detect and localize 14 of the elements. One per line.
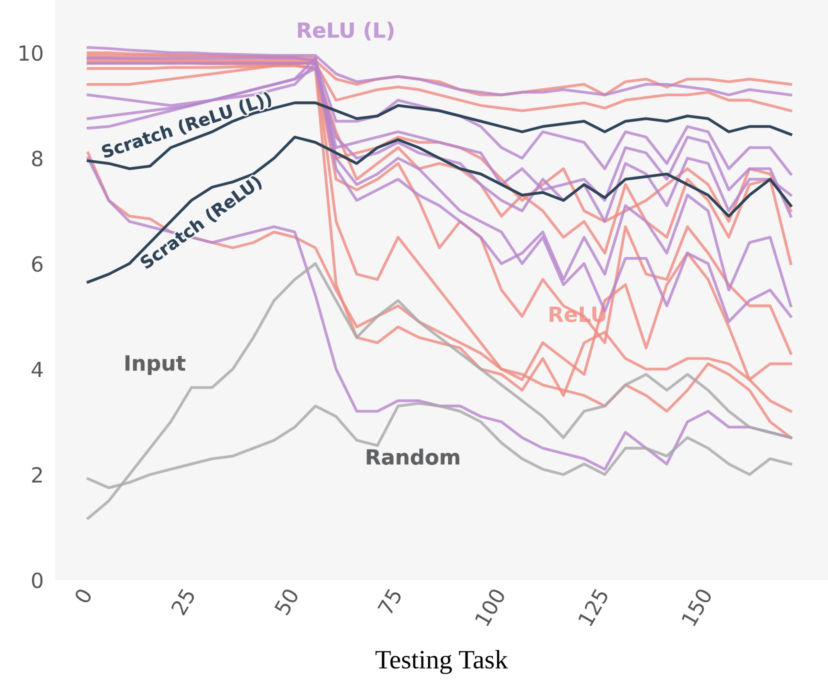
x-tick-label: 50 <box>274 587 300 616</box>
y-tick-label: 4 <box>32 362 43 378</box>
annotation: Random <box>366 448 460 465</box>
x-tick-label: 75 <box>378 588 402 616</box>
x-tick-label: 25 <box>170 588 196 616</box>
y-tick-label: 10 <box>20 45 43 61</box>
y-tick-label: 0 <box>32 572 43 588</box>
y-tick-label: 2 <box>32 467 42 482</box>
annotation: ReLU (L) <box>298 22 394 40</box>
annotation: Input <box>125 355 186 375</box>
y-tick-label: 8 <box>32 150 42 166</box>
x-axis-title: Testing Task <box>376 650 508 674</box>
y-tick-label: 6 <box>32 256 43 272</box>
x-tick-label: 0 <box>74 587 93 604</box>
